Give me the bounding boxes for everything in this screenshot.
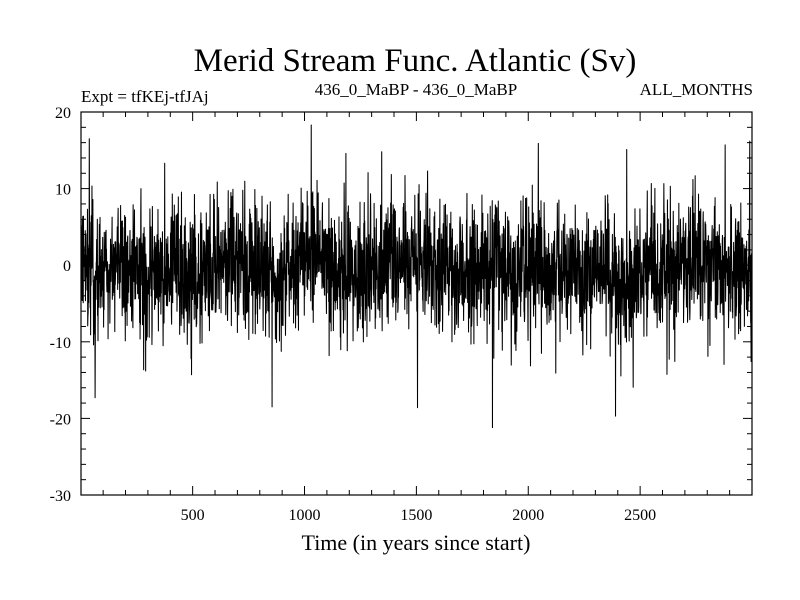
y-tick-label: 20 xyxy=(55,105,71,122)
x-tick-label: 500 xyxy=(181,507,205,524)
y-tick-label: -30 xyxy=(50,488,71,505)
x-axis: 500 1000 1500 2000 2500 xyxy=(102,112,753,524)
series-line-0 xyxy=(81,124,752,429)
x-tick-label: 1500 xyxy=(400,507,432,524)
y-tick-label: 10 xyxy=(55,182,71,199)
period-label: 436_0_MaBP - 436_0_MaBP xyxy=(315,80,517,99)
chart-title: Merid Stream Func. Atlantic (Sv) xyxy=(194,43,637,79)
experiment-label: Expt = tfKEj-tfJAj xyxy=(81,87,209,106)
y-tick-label: 0 xyxy=(63,258,71,275)
months-label: ALL_MONTHS xyxy=(640,80,753,99)
x-tick-label: 1000 xyxy=(289,507,321,524)
y-tick-label: -10 xyxy=(50,335,71,352)
x-tick-label: 2000 xyxy=(512,507,544,524)
y-axis: -30 -20 -10 0 10 20 xyxy=(50,105,752,505)
x-tick-label: 2500 xyxy=(624,507,656,524)
y-tick-label: -20 xyxy=(50,411,71,428)
x-axis-label: Time (in years since start) xyxy=(302,530,531,555)
